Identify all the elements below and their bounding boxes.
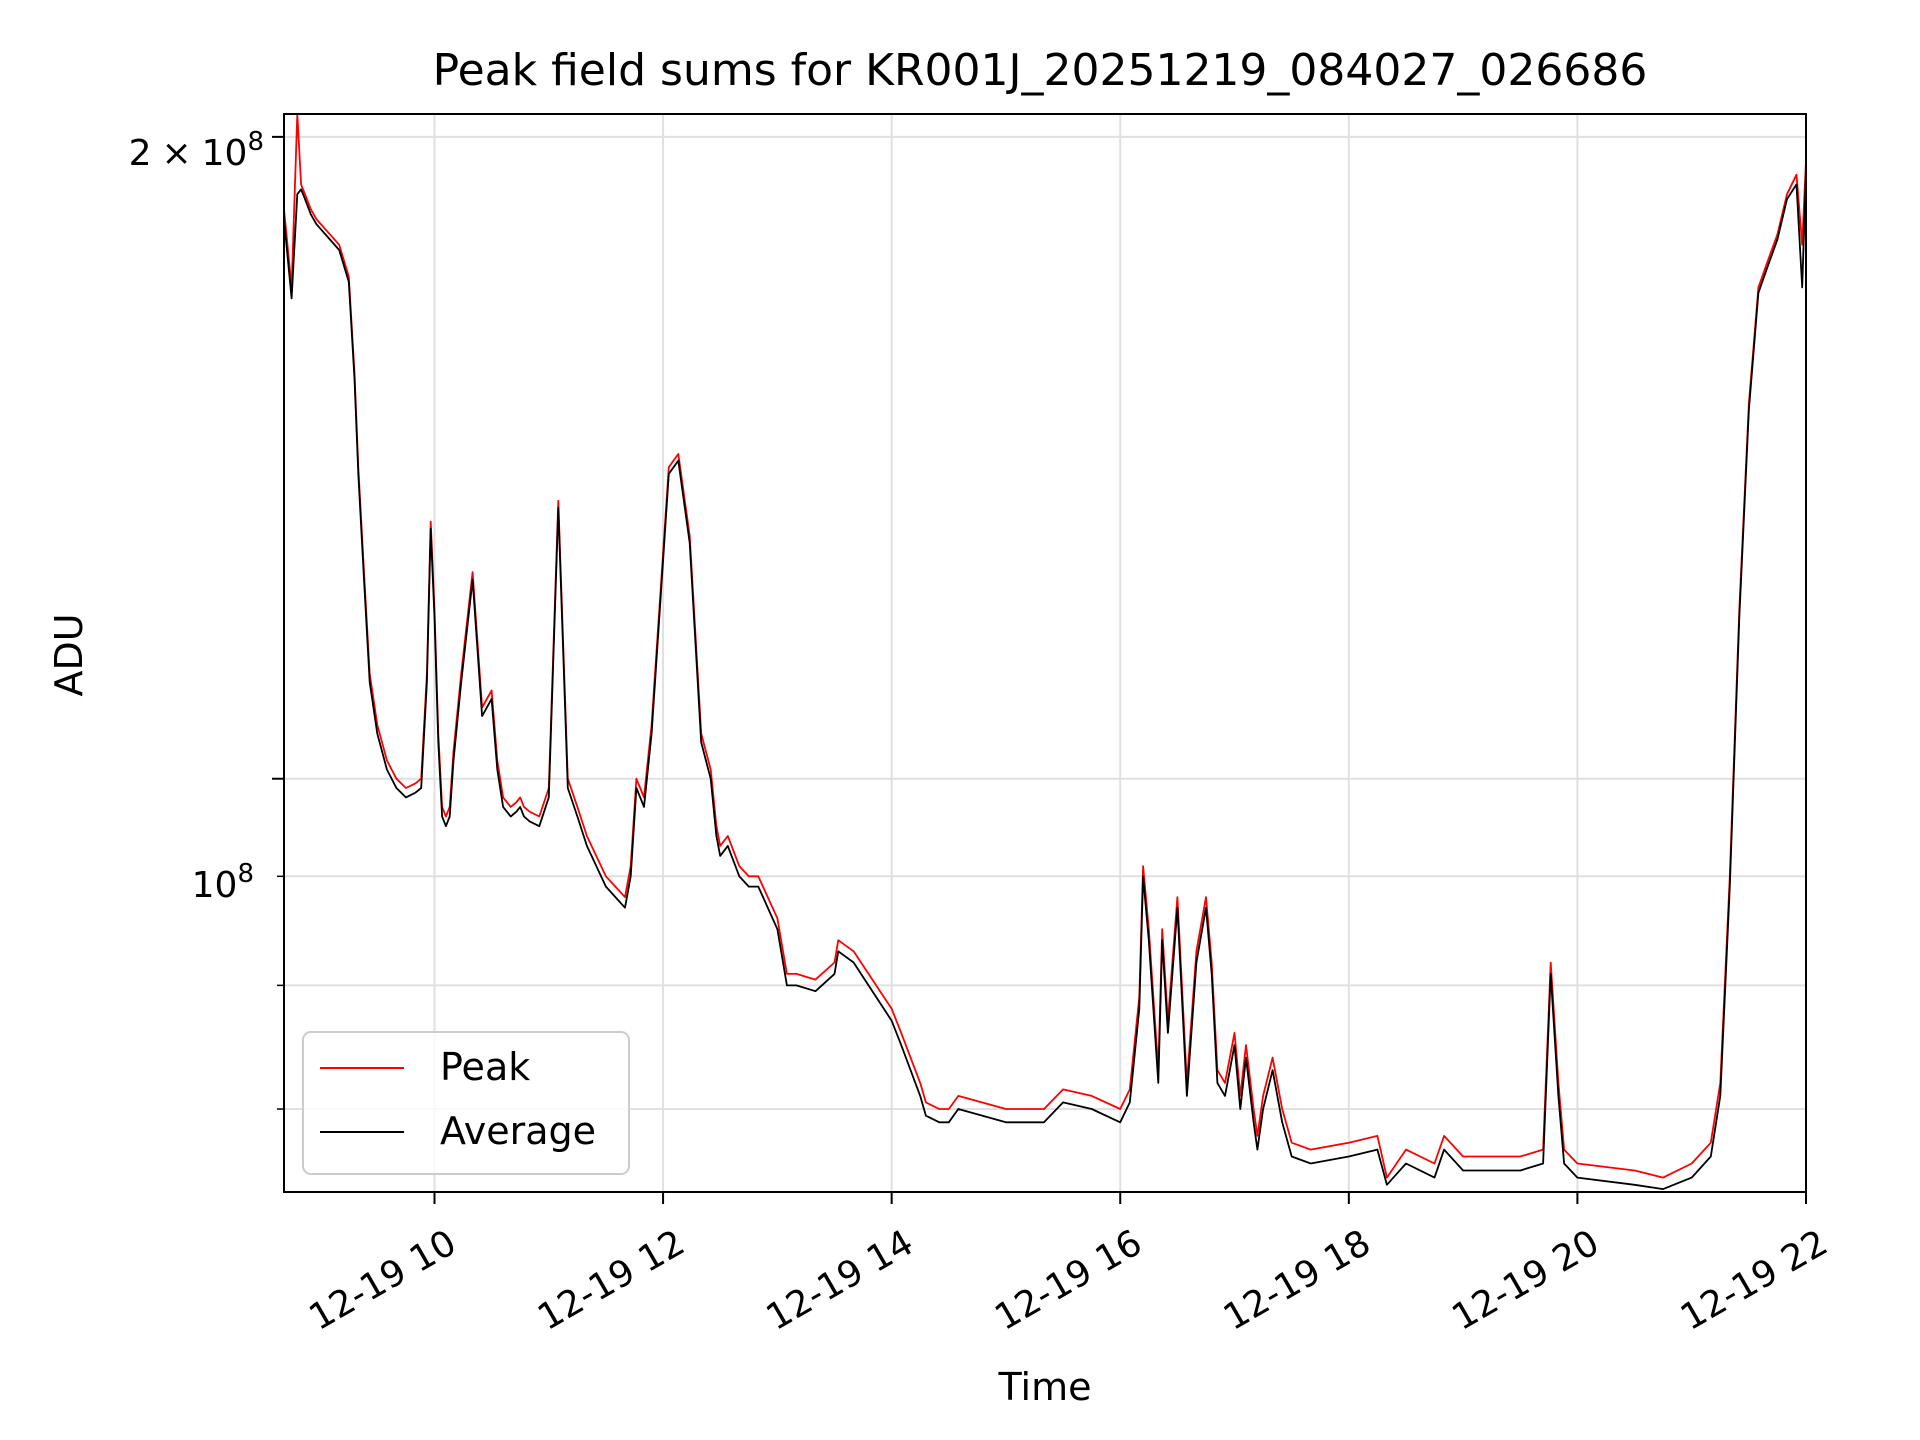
y-tick-base: 10 (202, 133, 248, 174)
y-tick-label-2e8: 2 × 108 (129, 127, 264, 174)
y-axis-ticks (272, 135, 284, 1110)
y-tick-mantissa: 2 (129, 133, 152, 174)
grid-lines (284, 114, 1807, 1192)
x-axis-label: Time (998, 1365, 1092, 1409)
chart-title: Peak field sums for KR001J_20251219_0840… (433, 45, 1648, 96)
legend-peak-label: Peak (440, 1045, 530, 1089)
plot-frame (283, 113, 1807, 1193)
series-layer (283, 113, 1807, 1190)
legend: Peak Average (302, 1031, 630, 1175)
x-axis-ticks (433, 1192, 1807, 1204)
y-tick-base: 10 (192, 865, 238, 906)
y-tick-label-1e8: 108 (192, 859, 254, 906)
y-tick-exponent: 8 (247, 127, 264, 157)
y-tick-times: × (161, 133, 191, 174)
y-tick-exponent: 8 (237, 859, 254, 889)
average-series-line (283, 169, 1807, 1190)
y-axis-label: ADU (47, 613, 91, 696)
legend-average-label: Average (440, 1109, 596, 1153)
